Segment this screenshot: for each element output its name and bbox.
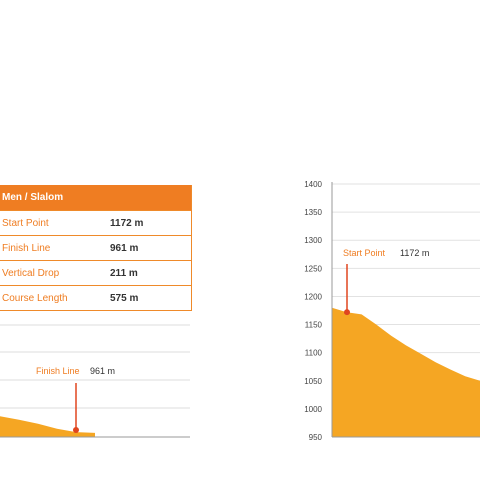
start-point-label: Start Point <box>343 248 386 258</box>
start-point-value: 1172 m <box>400 248 429 258</box>
row-label: Start Point <box>0 210 110 236</box>
row-value: 1172 m <box>110 210 190 236</box>
row-label: Finish Line <box>0 235 110 261</box>
table-title: Men / Slalom <box>0 185 190 211</box>
right-elevation-area <box>332 307 480 437</box>
y-tick-label: 1050 <box>304 377 322 386</box>
finish-line-label: Finish Line <box>36 366 80 376</box>
y-tick-label: 1000 <box>304 405 322 414</box>
y-tick-label: 1400 <box>304 180 322 189</box>
row-label: Course Length <box>0 285 110 311</box>
row-value: 575 m <box>110 285 190 311</box>
table-row: Vertical Drop 211 m <box>0 260 192 286</box>
table-header-row: Men / Slalom <box>0 185 192 211</box>
table-row: Course Length 575 m <box>0 285 192 311</box>
row-label: Vertical Drop <box>0 260 110 286</box>
y-tick-label: 1300 <box>304 236 322 245</box>
finish-marker-point <box>73 427 79 433</box>
start-marker-point <box>344 309 350 316</box>
y-tick-label: 1200 <box>304 292 322 301</box>
table-row: Finish Line 961 m <box>0 235 192 261</box>
course-info-table: Men / Slalom Start Point 1172 m Finish L… <box>0 185 192 311</box>
y-tick-label: 950 <box>309 433 323 442</box>
y-tick-label: 1350 <box>304 208 322 217</box>
y-tick-label: 1250 <box>304 264 322 273</box>
row-value: 211 m <box>110 260 190 286</box>
left-elevation-area <box>0 416 95 437</box>
finish-line-value: 961 m <box>90 366 115 376</box>
y-tick-label: 1100 <box>305 349 323 358</box>
row-value: 961 m <box>110 235 190 261</box>
y-tick-label: 1150 <box>305 321 323 330</box>
table-row: Start Point 1172 m <box>0 210 192 236</box>
